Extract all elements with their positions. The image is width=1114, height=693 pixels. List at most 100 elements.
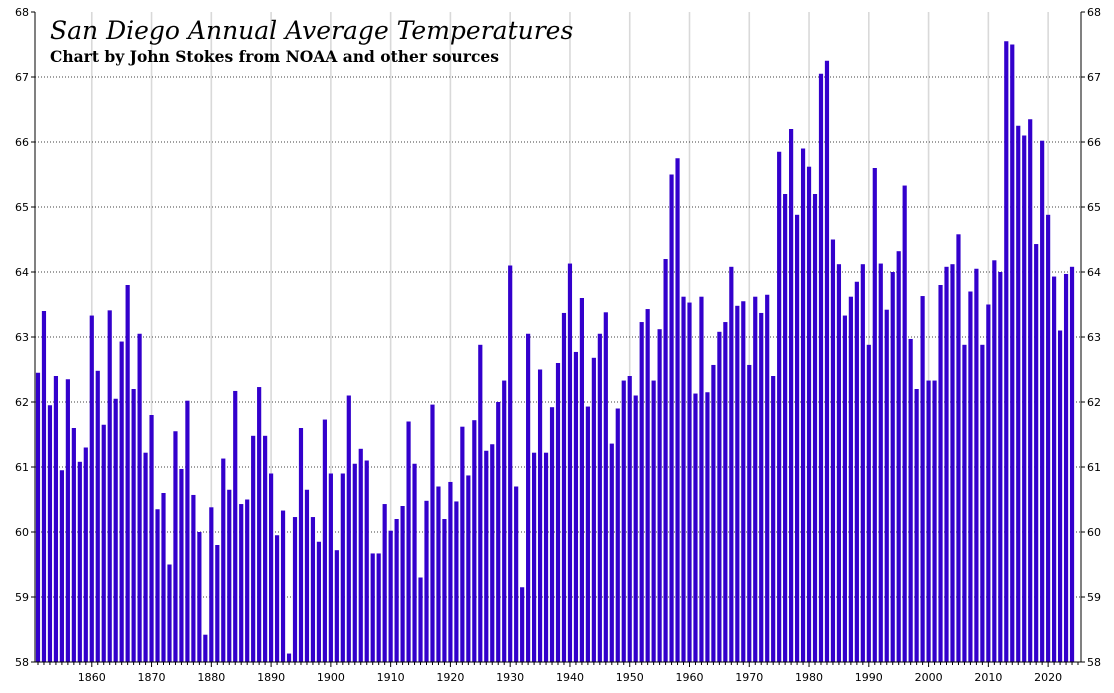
- bar-1894: [292, 517, 298, 662]
- bar-2012: [998, 272, 1003, 662]
- bar-1976: [783, 194, 788, 662]
- bar-1883: [227, 489, 232, 662]
- bar-1923: [466, 475, 471, 662]
- bar-1853: [47, 405, 53, 662]
- bar-2002: [938, 285, 943, 662]
- left-tick-label-64: 64: [15, 266, 29, 279]
- bar-1889: [263, 435, 268, 662]
- bar-2009: [980, 344, 985, 662]
- bar-1863: [107, 310, 112, 662]
- bar-2007: [968, 291, 973, 662]
- bar-2000: [926, 380, 931, 662]
- bar-1873: [167, 564, 172, 662]
- bar-1887: [251, 435, 256, 662]
- right-tick-label-63: 63: [1087, 331, 1101, 344]
- x-ticks: 1860 1870 1880 1890 1900 1910 1920 1930 1940 1950…: [37, 662, 1079, 684]
- bar-1940: [567, 263, 573, 662]
- bar-1938: [555, 363, 561, 662]
- bar-1857: [71, 428, 76, 662]
- bar-1867: [131, 389, 136, 662]
- bar-1876: [185, 400, 190, 662]
- bar-1901: [334, 550, 339, 662]
- bar-1991: [872, 168, 877, 662]
- bar-1999: [920, 296, 925, 662]
- bar-1964: [711, 364, 716, 662]
- bar-1926: [484, 450, 489, 662]
- bar-2011: [992, 260, 997, 662]
- x-tick-label-1880: 1880: [197, 671, 225, 684]
- left-tick-label-58: 58: [15, 656, 29, 669]
- bar-1911: [394, 519, 399, 662]
- right-tick-label-59: 59: [1087, 591, 1101, 604]
- bar-1954: [651, 380, 656, 662]
- right-tick-label-64: 64: [1087, 266, 1101, 279]
- left-tick-label-60: 60: [15, 526, 29, 539]
- x-tick-label-1980: 1980: [795, 671, 823, 684]
- bar-1929: [502, 380, 507, 662]
- bar-1921: [454, 501, 459, 662]
- bar-1969: [741, 301, 746, 662]
- bar-1931: [514, 486, 519, 662]
- bar-1984: [830, 239, 836, 662]
- bar-1895: [298, 428, 304, 662]
- x-tick-label-1940: 1940: [556, 671, 584, 684]
- bar-1960: [687, 302, 692, 662]
- left-tick-label-61: 61: [15, 461, 29, 474]
- bar-1918: [436, 486, 441, 662]
- bar-1947: [609, 443, 614, 662]
- bar-1902: [340, 473, 345, 662]
- left-y-ticks: 58 59 60 61 62 63 64 65 66 67 68: [15, 6, 35, 669]
- right-tick-label-66: 66: [1087, 136, 1101, 149]
- x-tick-label-1900: 1900: [317, 671, 345, 684]
- bar-1972: [759, 312, 764, 662]
- bar-1981: [812, 194, 818, 662]
- bar-1866: [125, 285, 130, 662]
- bar-1888: [257, 387, 262, 662]
- left-tick-label-66: 66: [15, 136, 29, 149]
- bar-1922: [460, 426, 465, 662]
- x-tick-label-1950: 1950: [616, 671, 644, 684]
- bar-1924: [472, 420, 477, 662]
- bar-1886: [245, 499, 250, 662]
- bar-2004: [950, 264, 955, 662]
- bar-1872: [161, 493, 166, 662]
- bar-1951: [633, 395, 638, 662]
- bar-2003: [944, 266, 949, 662]
- bar-2023: [1063, 273, 1069, 662]
- bar-1943: [585, 406, 590, 662]
- bar-1908: [376, 553, 381, 662]
- right-y-ticks: 58 59 60 61 62 63 64 65 66 67 68: [1081, 6, 1101, 669]
- bar-1953: [645, 309, 650, 662]
- bar-1987: [848, 296, 853, 662]
- bar-2014: [1010, 44, 1015, 662]
- bar-1870: [149, 415, 154, 662]
- bar-1916: [424, 500, 429, 662]
- right-tick-label-67: 67: [1087, 71, 1101, 84]
- x-tick-label-1960: 1960: [675, 671, 703, 684]
- bar-1856: [65, 379, 70, 662]
- bar-1946: [603, 312, 608, 662]
- bar-1915: [418, 577, 423, 662]
- bar-1893: [286, 653, 292, 662]
- x-tick-label-1930: 1930: [496, 671, 524, 684]
- bar-1986: [842, 315, 847, 662]
- bar-2020: [1046, 214, 1051, 663]
- bar-1904: [352, 463, 357, 662]
- x-tick-label-2010: 2010: [974, 671, 1002, 684]
- bar-1861: [95, 370, 100, 662]
- bar-1945: [597, 333, 602, 662]
- bar-2015: [1016, 125, 1021, 662]
- right-tick-label-58: 58: [1087, 656, 1101, 669]
- bar-1975: [777, 151, 782, 662]
- bar-1913: [406, 421, 411, 662]
- bar-1914: [412, 463, 417, 662]
- bar-1865: [119, 341, 124, 662]
- bars: [35, 41, 1075, 663]
- x-tick-label-1970: 1970: [735, 671, 763, 684]
- x-tick-label-1870: 1870: [138, 671, 166, 684]
- bar-1906: [364, 460, 369, 662]
- bar-1927: [490, 444, 495, 662]
- bar-1957: [669, 174, 674, 662]
- bar-1941: [573, 351, 579, 662]
- bar-1993: [884, 309, 889, 662]
